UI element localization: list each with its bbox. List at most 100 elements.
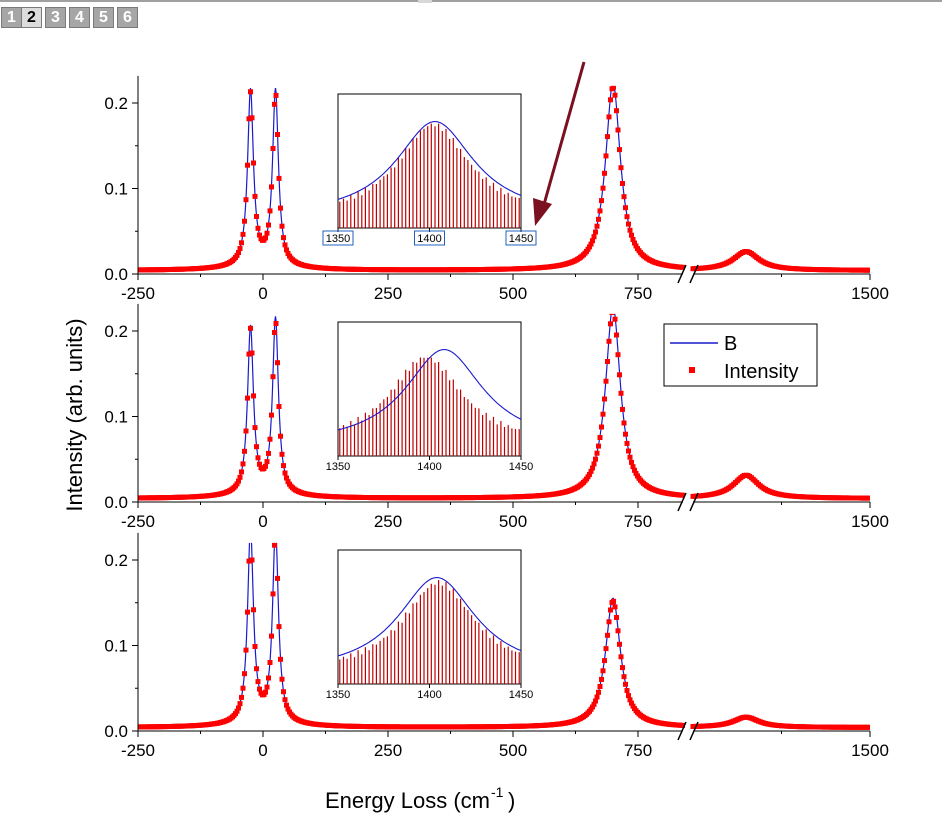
intensity-point [593,698,598,704]
intensity-point [275,132,280,137]
x-tick-label: 750 [624,512,652,531]
axis-break-mark [677,721,687,741]
intensity-point [591,461,597,467]
y-tick-label: 0.0 [104,722,128,741]
intensity-point [239,469,244,475]
legend-label-intensity: Intensity [724,361,798,383]
x-tick-label: 1500 [851,741,889,760]
intensity-point [614,108,619,114]
inset-x-tick-label: 1400 [417,689,441,701]
intensity-point [242,448,247,454]
y-tick-label: 0.2 [104,322,128,341]
intensity-point [246,116,252,122]
intensity-point [251,160,256,166]
intensity-point [284,702,289,708]
tab-page-5[interactable]: 5 [93,7,114,28]
intensity-point [285,706,291,712]
intensity-point [276,624,282,630]
inset-fit-line [337,348,522,431]
intensity-point [257,232,262,238]
intensity-point [270,591,276,597]
intensity-point [276,175,282,181]
intensity-point [281,689,286,695]
intensity-point [624,214,630,220]
intensity-point [605,632,610,638]
intensity-point [624,440,630,446]
intensity-point [279,223,285,229]
intensity-point [284,247,289,253]
intensity-point [588,241,594,247]
intensity-point [617,147,622,153]
intensity-point [249,557,255,563]
intensity-point [620,181,625,186]
inset-bottom: 1350 1400 1450 [326,549,533,701]
intensity-point [239,694,244,700]
intensity-point [285,479,291,485]
intensity-point [240,461,246,467]
intensity-point [234,252,240,258]
x-tick-label: 500 [499,741,527,760]
intensity-point [282,470,288,476]
tab-page-3[interactable]: 3 [45,7,66,28]
intensity-point [243,197,249,203]
intensity-point [263,463,268,469]
intensity-point [251,393,256,399]
intensity-point [596,689,601,695]
intensity-point [867,495,870,501]
x-tick-label: 500 [499,512,527,531]
intensity-point [629,700,634,706]
inset-fit-line [337,576,522,657]
intensity-point [236,478,241,484]
intensity-series [138,542,870,730]
intensity-point [593,229,598,235]
intensity-point [603,378,609,384]
intensity-point [266,450,271,456]
intensity-point [602,396,607,402]
inset-x-tick-label: 1450 [509,461,533,473]
intensity-point [234,708,240,714]
intensity-series [138,313,870,501]
x-tick-label: -250 [121,741,155,760]
intensity-point [587,471,592,477]
intensity-point [626,221,631,227]
tab-page-1[interactable]: 1 [1,7,22,28]
x-tick-label: 750 [624,284,652,303]
intensity-point [285,251,291,256]
intensity-point [618,654,624,660]
intensity-point [623,431,628,437]
intensity-point [246,351,252,357]
intensity-point [587,244,592,250]
tab-page-2[interactable]: 2 [21,7,42,28]
tab-page-4[interactable]: 4 [69,7,90,28]
intensity-point [590,465,595,471]
intensity-point [237,701,243,707]
intensity-point [606,619,612,625]
intensity-point [623,681,628,687]
x-tick-label: 500 [499,284,527,303]
splitter-handle[interactable] [418,0,432,3]
intensity-point [254,666,259,672]
tab-page-6[interactable]: 6 [117,7,138,28]
arrow-head [533,198,552,226]
axis-break-mark [689,492,699,512]
intensity-point [600,411,606,417]
intensity-point [255,225,261,231]
inset-tick-label-box [505,230,537,246]
intensity-point [251,607,256,613]
intensity-point [593,456,598,462]
intensity-point [618,165,624,171]
chart-panel-middle: -250 0 250 500 750 1500 0.0 0.1 0.2 1350 1400 1450 [104,303,889,531]
x-tick-label: 1500 [851,284,889,303]
x-tick-label: 250 [374,512,402,531]
intensity-point [597,208,603,214]
inset-middle: 1350 1400 1450 [326,321,533,473]
intensity-point [617,372,622,378]
intensity-point [605,134,610,140]
intensity-point [252,425,258,431]
x-axis-label-superscript: -1 [491,784,504,800]
intensity-point [281,235,286,241]
intensity-point [612,604,618,610]
intensity-point [594,694,600,700]
intensity-point [606,338,612,344]
